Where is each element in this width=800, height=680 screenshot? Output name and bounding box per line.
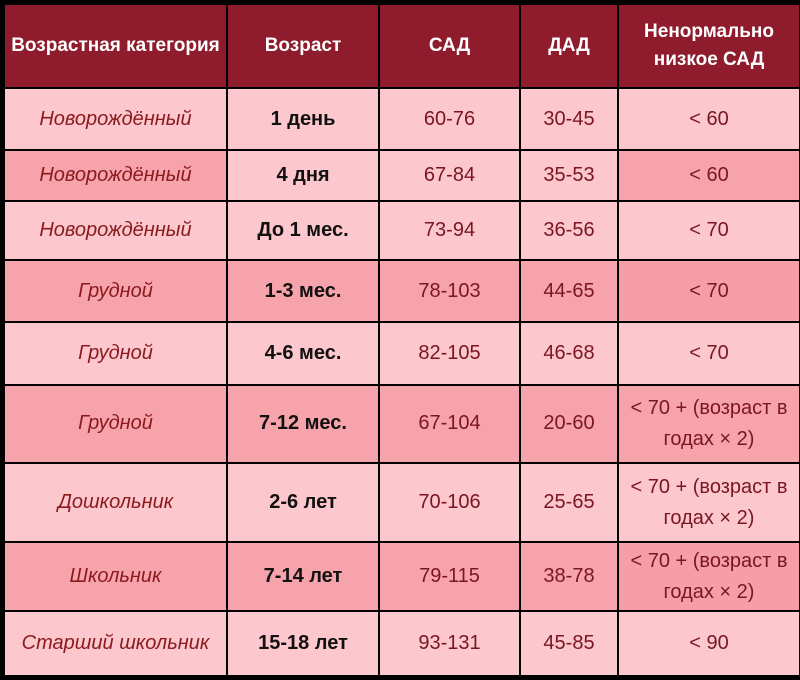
table-row: Школьник 7-14 лет 79-115 38-78 < 70 + (в…: [5, 543, 799, 610]
sbp-cell: 78-103: [380, 261, 519, 322]
sbp-cell: 93-131: [380, 611, 519, 675]
sbp-cell: 70-106: [380, 463, 519, 542]
dbp-cell: 25-65: [521, 463, 617, 542]
age-cell: 15-18 лет: [228, 611, 378, 675]
category-cell: Новорождённый: [5, 89, 226, 150]
low-sbp-cell: < 70: [619, 202, 799, 260]
sbp-cell: 60-76: [380, 89, 519, 150]
header-low-sbp: Ненормально низкое САД: [619, 5, 799, 87]
table-row: Новорождённый До 1 мес. 73-94 36-56 < 70: [5, 202, 799, 260]
dbp-cell: 46-68: [521, 323, 617, 384]
dbp-cell: 36-56: [521, 202, 617, 260]
age-cell: 7-12 мес.: [228, 385, 378, 462]
age-cell: 7-14 лет: [228, 543, 378, 610]
table-row: Новорождённый 4 дня 67-84 35-53 < 60: [5, 151, 799, 201]
dbp-cell: 38-78: [521, 543, 617, 610]
low-sbp-cell: < 70 + (возраст в годах × 2): [619, 543, 799, 610]
category-cell: Старший школьник: [5, 611, 226, 675]
low-sbp-cell: < 60: [619, 151, 799, 201]
table-row: Грудной 1-3 мес. 78-103 44-65 < 70: [5, 261, 799, 322]
low-sbp-cell: < 70: [619, 261, 799, 322]
category-cell: Грудной: [5, 261, 226, 322]
sbp-cell: 67-104: [380, 385, 519, 462]
age-cell: 1 день: [228, 89, 378, 150]
header-sbp: САД: [380, 5, 519, 87]
table-row: Грудной 4-6 мес. 82-105 46-68 < 70: [5, 323, 799, 384]
dbp-cell: 30-45: [521, 89, 617, 150]
low-sbp-cell: < 90: [619, 611, 799, 675]
category-cell: Грудной: [5, 323, 226, 384]
table-row: Старший школьник 15-18 лет 93-131 45-85 …: [5, 611, 799, 675]
sbp-cell: 82-105: [380, 323, 519, 384]
header-age: Возраст: [228, 5, 378, 87]
category-cell: Новорождённый: [5, 202, 226, 260]
dbp-cell: 35-53: [521, 151, 617, 201]
age-cell: 4 дня: [228, 151, 378, 201]
sbp-cell: 67-84: [380, 151, 519, 201]
header-age-category: Возрастная категория: [5, 5, 226, 87]
category-cell: Новорождённый: [5, 151, 226, 201]
category-cell: Грудной: [5, 385, 226, 462]
header-dbp: ДАД: [521, 5, 617, 87]
header-row: Возрастная категория Возраст САД ДАД Нен…: [5, 5, 799, 87]
dbp-cell: 20-60: [521, 385, 617, 462]
table-row: Грудной 7-12 мес. 67-104 20-60 < 70 + (в…: [5, 385, 799, 462]
low-sbp-cell: < 70 + (возраст в годах × 2): [619, 463, 799, 542]
table-row: Дошкольник 2-6 лет 70-106 25-65 < 70 + (…: [5, 463, 799, 542]
sbp-cell: 79-115: [380, 543, 519, 610]
low-sbp-cell: < 60: [619, 89, 799, 150]
category-cell: Дошкольник: [5, 463, 226, 542]
age-cell: 1-3 мес.: [228, 261, 378, 322]
sbp-cell: 73-94: [380, 202, 519, 260]
dbp-cell: 44-65: [521, 261, 617, 322]
blood-pressure-table: Возрастная категория Возраст САД ДАД Нен…: [3, 3, 800, 677]
dbp-cell: 45-85: [521, 611, 617, 675]
age-cell: 4-6 мес.: [228, 323, 378, 384]
age-cell: 2-6 лет: [228, 463, 378, 542]
low-sbp-cell: < 70: [619, 323, 799, 384]
age-cell: До 1 мес.: [228, 202, 378, 260]
table-row: Новорождённый 1 день 60-76 30-45 < 60: [5, 89, 799, 150]
category-cell: Школьник: [5, 543, 226, 610]
low-sbp-cell: < 70 + (возраст в годах × 2): [619, 385, 799, 462]
